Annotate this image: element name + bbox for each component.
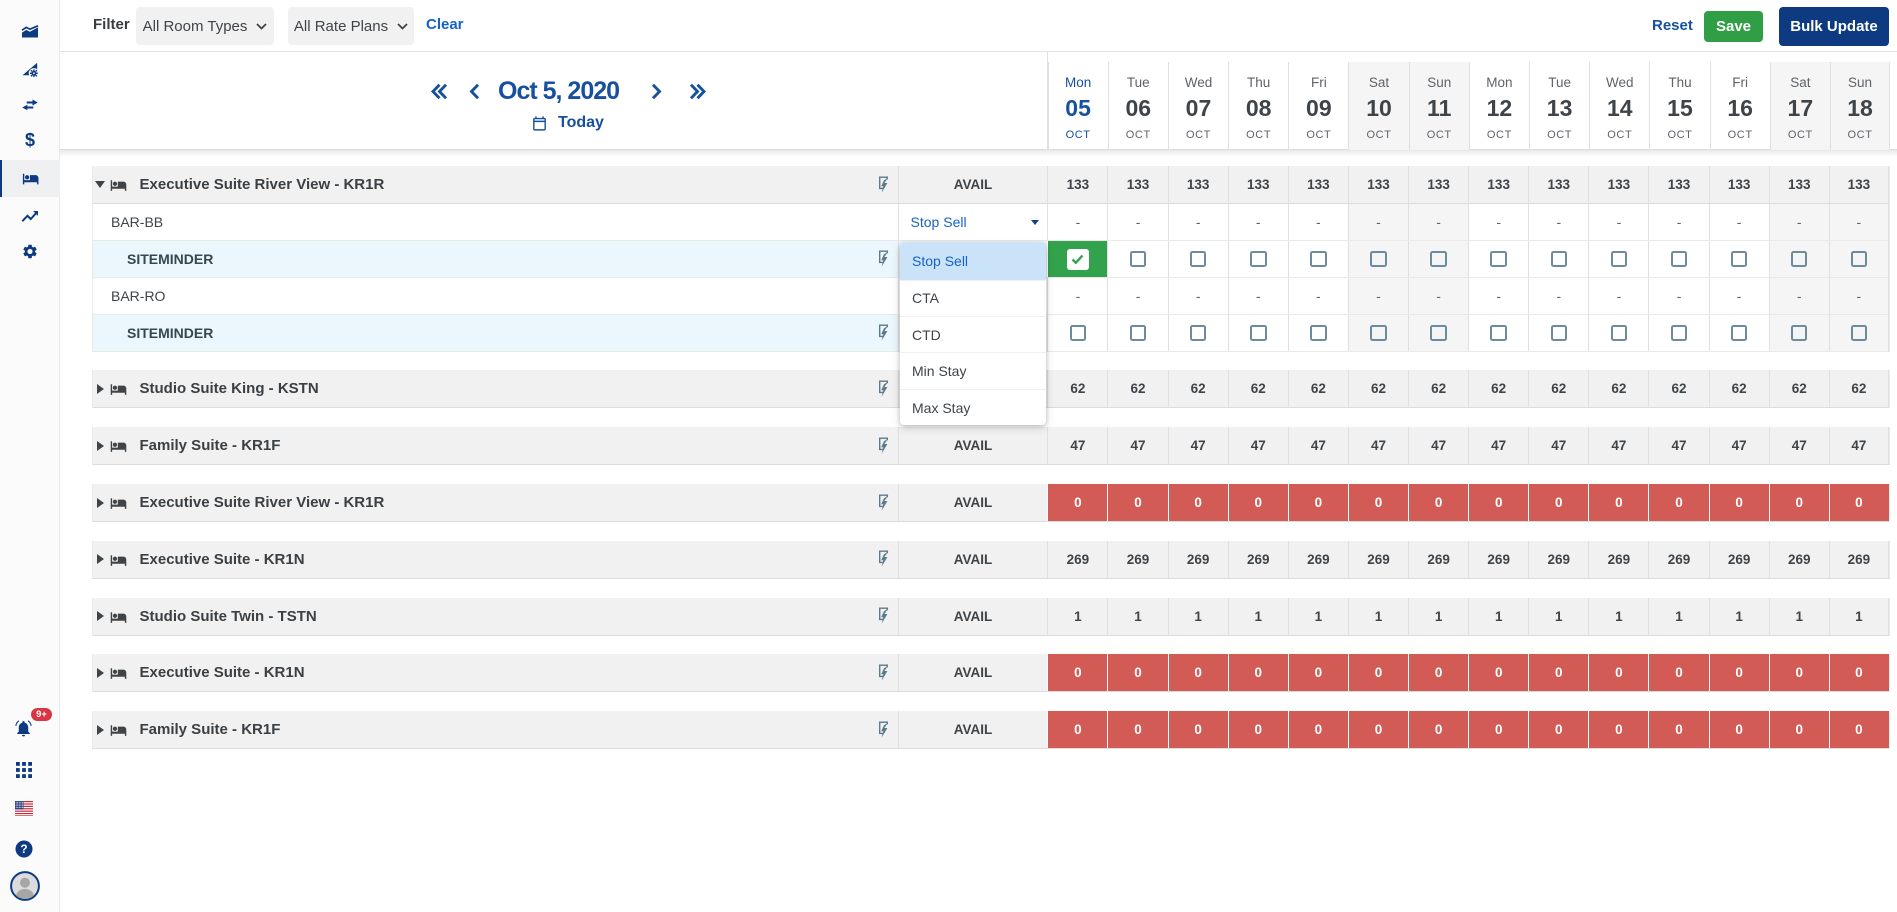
svg-text:$: $ — [24, 130, 34, 150]
svg-text:?: ? — [20, 842, 27, 856]
